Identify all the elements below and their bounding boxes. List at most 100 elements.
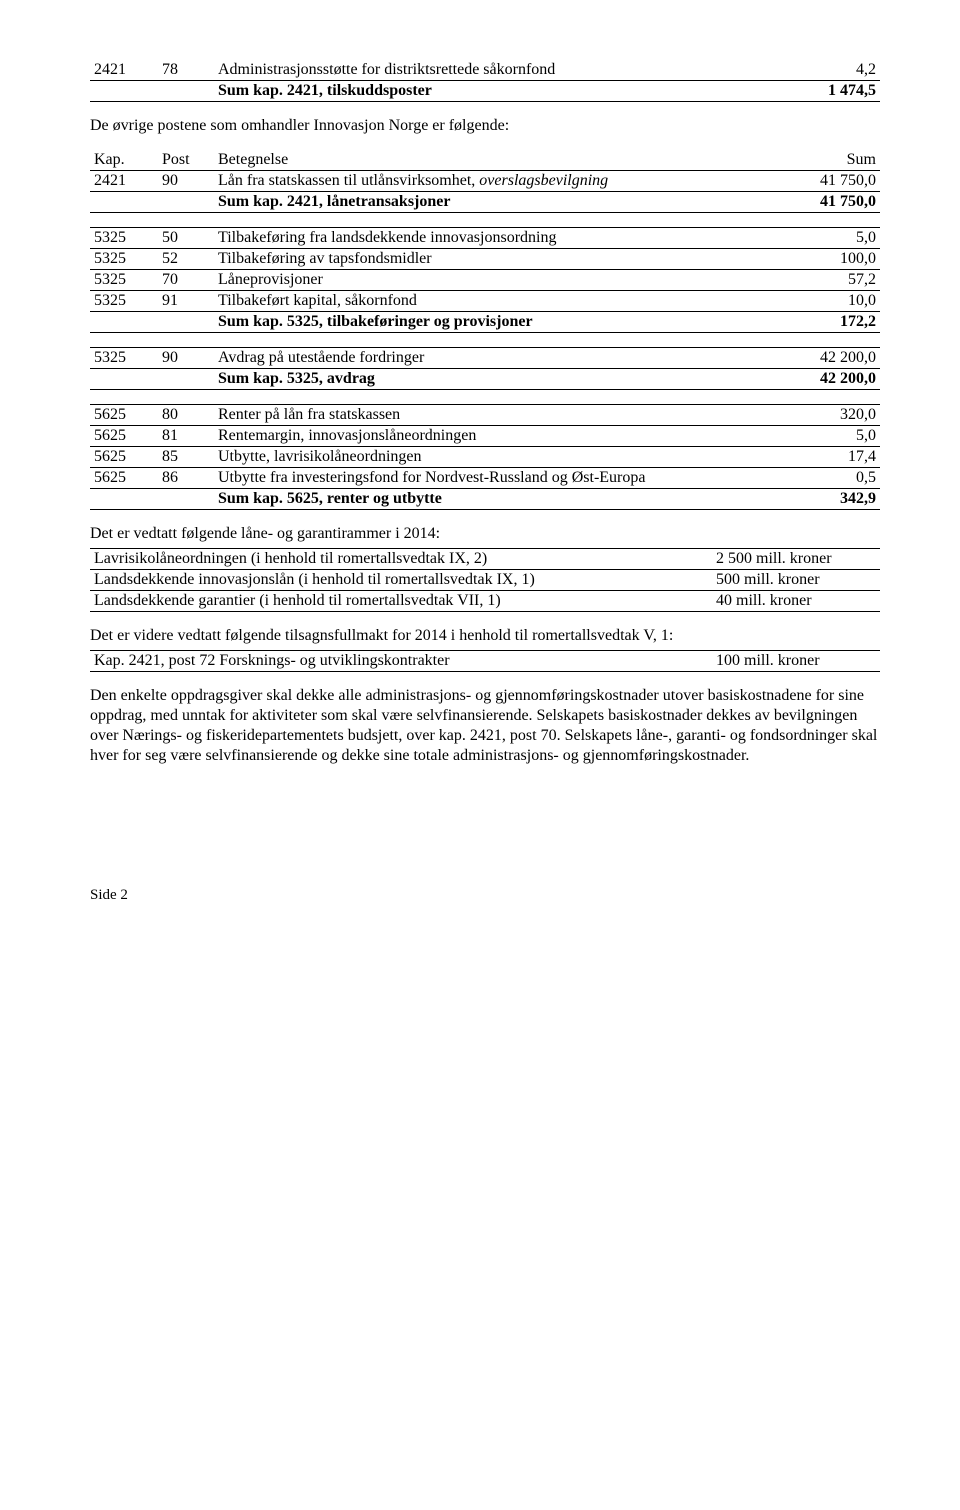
table-row: Landsdekkende innovasjonslån (i henhold …: [90, 570, 880, 591]
cell-desc: Utbytte fra investeringsfond for Nordves…: [214, 468, 777, 489]
table-rammer: Lavrisikolåneordningen (i henhold til ro…: [90, 548, 880, 612]
table-row: 2421 90 Lån fra statskassen til utlånsvi…: [90, 171, 880, 192]
cell-val: 4,2: [777, 60, 880, 81]
table-row: Landsdekkende garantier (i henhold til r…: [90, 591, 880, 612]
cell-right: 40 mill. kroner: [712, 591, 880, 612]
cell-val: 320,0: [777, 405, 880, 426]
cell-left: Landsdekkende garantier (i henhold til r…: [90, 591, 712, 612]
cell-kap: 5325: [90, 228, 158, 249]
cell-kap: 2421: [90, 60, 158, 81]
page-footer: Side 2: [90, 886, 880, 905]
table-row: 5325 50 Tilbakeføring fra landsdekkende …: [90, 228, 880, 249]
cell-desc: Tilbakeført kapital, såkornfond: [214, 291, 777, 312]
cell-kap: 5325: [90, 291, 158, 312]
paragraph-intro: De øvrige postene som omhandler Innovasj…: [90, 116, 880, 136]
cell-desc: Låneprovisjoner: [214, 270, 777, 291]
cell-val: 42 200,0: [777, 348, 880, 369]
header-desc: Betegnelse: [214, 150, 777, 171]
cell-kap: 5625: [90, 468, 158, 489]
cell-sum-val: 42 200,0: [777, 369, 880, 390]
cell-desc-italic: overslagsbevilgning: [479, 172, 608, 189]
cell-desc-text: Lån fra statskassen til utlånsvirksomhet…: [218, 172, 479, 189]
cell-post: 91: [158, 291, 214, 312]
cell-sum-label: Sum kap. 5625, renter og utbytte: [214, 489, 777, 510]
cell-sum-label: Sum kap. 2421, lånetransaksjoner: [214, 192, 777, 213]
cell-desc: Avdrag på utestående fordringer: [214, 348, 777, 369]
cell-post: 81: [158, 426, 214, 447]
table-header-row: Kap. Post Betegnelse Sum: [90, 150, 880, 171]
cell-kap: 5325: [90, 249, 158, 270]
table-row-sum: Sum kap. 5625, renter og utbytte 342,9: [90, 489, 880, 510]
cell-kap: 5325: [90, 348, 158, 369]
table-row: 5625 81 Rentemargin, innovasjonslåneordn…: [90, 426, 880, 447]
cell-sum-label: Sum kap. 5325, tilbakeføringer og provis…: [214, 312, 777, 333]
cell-val: 100,0: [777, 249, 880, 270]
paragraph-rammer-intro: Det er vedtatt følgende låne- og garanti…: [90, 524, 880, 544]
cell-desc: Rentemargin, innovasjonslåneordningen: [214, 426, 777, 447]
cell-val: 17,4: [777, 447, 880, 468]
table-tilsagn: Kap. 2421, post 72 Forsknings- og utvikl…: [90, 650, 880, 672]
table-row: 5625 85 Utbytte, lavrisikolåneordningen …: [90, 447, 880, 468]
cell-kap: 5625: [90, 426, 158, 447]
table-row: 5325 52 Tilbakeføring av tapsfondsmidler…: [90, 249, 880, 270]
table-row: 5325 70 Låneprovisjoner 57,2: [90, 270, 880, 291]
table-row-sum: Sum kap. 2421, lånetransaksjoner 41 750,…: [90, 192, 880, 213]
cell-sum-label: Sum kap. 2421, tilskuddsposter: [214, 81, 777, 102]
table-5325-avdrag: 5325 90 Avdrag på utestående fordringer …: [90, 347, 880, 390]
table-row: 5325 91 Tilbakeført kapital, såkornfond …: [90, 291, 880, 312]
table-5625: 5625 80 Renter på lån fra statskassen 32…: [90, 404, 880, 510]
table-row-sum: Sum kap. 5325, avdrag 42 200,0: [90, 369, 880, 390]
table-row-sum: Sum kap. 5325, tilbakeføringer og provis…: [90, 312, 880, 333]
cell-desc: Administrasjonsstøtte for distriktsrette…: [214, 60, 777, 81]
header-post: Post: [158, 150, 214, 171]
table-row: 5625 86 Utbytte fra investeringsfond for…: [90, 468, 880, 489]
cell-post: 85: [158, 447, 214, 468]
cell-desc: Tilbakeføring av tapsfondsmidler: [214, 249, 777, 270]
cell-sum-val: 172,2: [777, 312, 880, 333]
cell-desc: Renter på lån fra statskassen: [214, 405, 777, 426]
cell-sum-val: 41 750,0: [777, 192, 880, 213]
paragraph-tilsagn-intro: Det er videre vedtatt følgende tilsagnsf…: [90, 626, 880, 646]
table-row: Kap. 2421, post 72 Forsknings- og utvikl…: [90, 651, 880, 672]
cell-post: 70: [158, 270, 214, 291]
cell-kap: 5625: [90, 447, 158, 468]
table-row: Lavrisikolåneordningen (i henhold til ro…: [90, 549, 880, 570]
table-row: 5325 90 Avdrag på utestående fordringer …: [90, 348, 880, 369]
cell-val: 5,0: [777, 426, 880, 447]
cell-desc: Utbytte, lavrisikolåneordningen: [214, 447, 777, 468]
cell-left: Kap. 2421, post 72 Forsknings- og utvikl…: [90, 651, 712, 672]
cell-val: 10,0: [777, 291, 880, 312]
table-2421-tilskudd: 2421 78 Administrasjonsstøtte for distri…: [90, 60, 880, 102]
table-2421-laan: Kap. Post Betegnelse Sum 2421 90 Lån fra…: [90, 150, 880, 213]
cell-right: 500 mill. kroner: [712, 570, 880, 591]
cell-post: 90: [158, 171, 214, 192]
table-row: 5625 80 Renter på lån fra statskassen 32…: [90, 405, 880, 426]
cell-post: 50: [158, 228, 214, 249]
cell-right: 2 500 mill. kroner: [712, 549, 880, 570]
cell-kap: 5625: [90, 405, 158, 426]
cell-kap: 5325: [90, 270, 158, 291]
cell-left: Lavrisikolåneordningen (i henhold til ro…: [90, 549, 712, 570]
cell-post: 90: [158, 348, 214, 369]
header-kap: Kap.: [90, 150, 158, 171]
header-val: Sum: [777, 150, 880, 171]
cell-left: Landsdekkende innovasjonslån (i henhold …: [90, 570, 712, 591]
cell-val: 41 750,0: [777, 171, 880, 192]
cell-desc: Tilbakeføring fra landsdekkende innovasj…: [214, 228, 777, 249]
table-row: 2421 78 Administrasjonsstøtte for distri…: [90, 60, 880, 81]
cell-post: 78: [158, 60, 214, 81]
cell-sum-val: 1 474,5: [777, 81, 880, 102]
cell-post: 52: [158, 249, 214, 270]
cell-val: 5,0: [777, 228, 880, 249]
paragraph-body: Den enkelte oppdragsgiver skal dekke all…: [90, 686, 880, 766]
table-5325-tilbakef: 5325 50 Tilbakeføring fra landsdekkende …: [90, 227, 880, 333]
cell-sum-label: Sum kap. 5325, avdrag: [214, 369, 777, 390]
cell-sum-val: 342,9: [777, 489, 880, 510]
cell-right: 100 mill. kroner: [712, 651, 880, 672]
cell-desc: Lån fra statskassen til utlånsvirksomhet…: [214, 171, 777, 192]
cell-post: 80: [158, 405, 214, 426]
cell-val: 0,5: [777, 468, 880, 489]
cell-post: 86: [158, 468, 214, 489]
table-row-sum: Sum kap. 2421, tilskuddsposter 1 474,5: [90, 81, 880, 102]
cell-kap: 2421: [90, 171, 158, 192]
